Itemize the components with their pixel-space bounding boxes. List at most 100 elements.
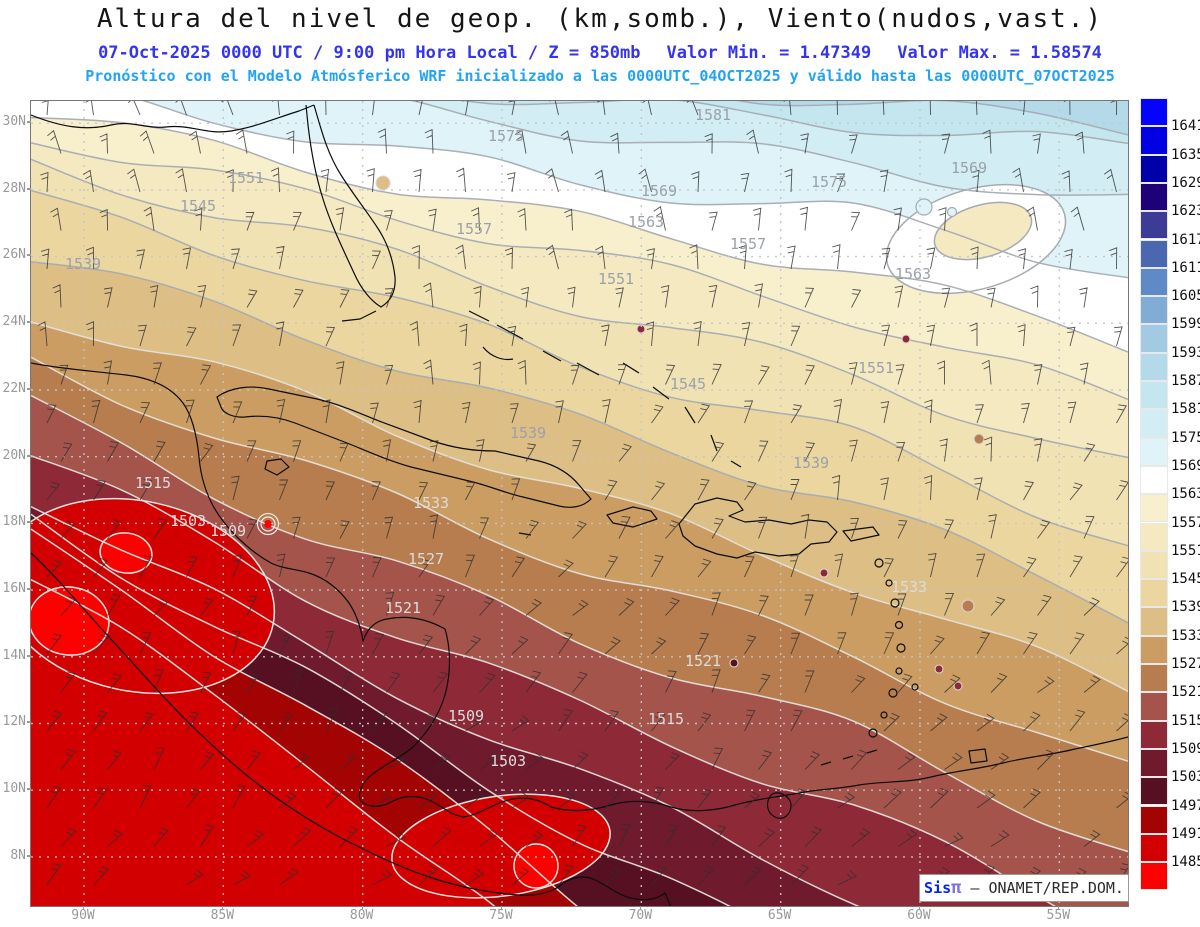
island-antilles: [894, 620, 904, 630]
contour-line-1491: [31, 578, 496, 906]
lon-tick: [361, 906, 363, 910]
colorbar-cell: [1140, 437, 1168, 466]
colorbar-cell: [1140, 239, 1168, 268]
colorbar-label: 1581: [1171, 401, 1200, 418]
lat-label-24N: 24N: [2, 314, 26, 330]
contour-line-1581: [462, 101, 1128, 145]
contour-line-1569: [142, 101, 1128, 279]
colorbar-cell: [1140, 154, 1168, 183]
coastline: [305, 104, 396, 308]
coastline: [341, 310, 377, 322]
colorbar-cell: [1140, 522, 1168, 551]
lon-tick: [222, 906, 224, 910]
colorbar-label: 1593: [1171, 344, 1200, 361]
colorbar-label: 1521: [1171, 684, 1200, 701]
island-antilles: [880, 711, 888, 719]
contour-label: 1509: [448, 707, 484, 725]
coastline: [468, 310, 490, 322]
lat-tick: [27, 387, 31, 390]
contour-label: 1515: [648, 710, 684, 728]
colorbar-label: 1509: [1171, 740, 1200, 757]
contour-line-1551: [31, 158, 1128, 459]
colorbar-cell: [1140, 324, 1168, 353]
lat-label-20N: 20N: [2, 447, 26, 463]
lon-tick: [640, 906, 642, 910]
contour-line-1515: [31, 455, 1056, 906]
map-svg: 1581 1575 1575 1569 1569 1563 1563 1557 1557 1551…: [31, 101, 1128, 906]
contour-label: 1539: [793, 454, 829, 472]
island-antilles: [896, 643, 906, 653]
colorbar-cell: [1140, 833, 1168, 863]
coastline: [31, 104, 315, 133]
contour-label: 1503: [490, 752, 526, 770]
coastline: [264, 458, 290, 476]
colorbar-cell: [1140, 550, 1168, 580]
colorbar-label: 1605: [1171, 288, 1200, 305]
chart-subtitle-datetime: 07-Oct-2025 0000 UTC / 9:00 pm Hora Loca…: [0, 43, 1200, 63]
colorbar-label: 1569: [1171, 457, 1200, 474]
colorbar-cell: [1140, 409, 1168, 438]
colorbar-label: 1515: [1171, 712, 1200, 729]
coastline: [842, 755, 854, 760]
colorbar-label: 1485: [1171, 854, 1200, 871]
contour-label: 1563: [895, 265, 931, 283]
contour-label: 1509: [210, 522, 246, 540]
contour-label: 1551: [598, 270, 634, 288]
colorbar-label: 1629: [1171, 174, 1200, 191]
coastline: [820, 761, 832, 766]
colorbar-label: 1587: [1171, 373, 1200, 389]
contour-label: 1557: [730, 235, 766, 253]
value-min-text: Valor Min. = 1.47349: [666, 43, 872, 63]
coastline: [542, 350, 562, 362]
local-feature: [953, 681, 963, 691]
local-feature: [819, 568, 829, 578]
coastline: [766, 792, 792, 819]
lat-tick: [27, 788, 31, 790]
lat-tick: [27, 254, 31, 257]
colorbar-label: 1623: [1171, 203, 1200, 220]
colorbar-label: 1557: [1171, 514, 1200, 531]
contour-label: 1545: [670, 375, 706, 393]
contour-label: 1539: [510, 424, 546, 442]
lat-label-30N: 30N: [2, 114, 26, 129]
colorbar-cell: [1140, 465, 1168, 495]
lat-tick: [27, 121, 31, 123]
chart-title: Altura del nivel de geop. (km,somb.), Vi…: [96, 4, 1104, 34]
colorbar-cell: [1140, 635, 1168, 664]
coastline: [968, 748, 988, 764]
lat-label-8N: 8N: [10, 847, 26, 863]
lat-label-10N: 10N: [2, 781, 26, 796]
lat-tick: [27, 721, 31, 724]
colorbar-cell: [1140, 777, 1168, 806]
coastline: [482, 346, 514, 361]
colorbar-cell: [1140, 579, 1168, 608]
watermark-pi-icon: π: [951, 878, 962, 898]
contour-line-1575: [410, 101, 1128, 196]
colorbar-cell: [1140, 381, 1168, 410]
colorbar-cell: [1140, 352, 1168, 381]
pocket-cream: [933, 201, 1033, 261]
contour-label: 1521: [385, 599, 421, 617]
island-antilles: [911, 683, 919, 691]
colorbar-cell: [1140, 267, 1168, 297]
contour-label: 1521: [685, 652, 721, 670]
colorbar-cell: [1140, 607, 1168, 636]
contour-label: 1581: [695, 106, 731, 124]
local-feature: [961, 599, 975, 613]
coastline: [678, 497, 838, 559]
wind-barbs: [37, 101, 1128, 886]
lon-label-80W: 80W: [349, 908, 374, 923]
colorbar-cell: [1140, 494, 1168, 523]
model-info-text: Pronóstico con el Modelo Atmósferico WRF…: [85, 67, 1115, 85]
colorbar-cell: [1140, 805, 1168, 834]
colorbar-cell: [1140, 182, 1168, 212]
lat-tick: [27, 521, 31, 524]
lat-label-18N: 18N: [2, 514, 26, 530]
colorbar-label: 1551: [1171, 542, 1200, 559]
lon-label-65W: 65W: [767, 908, 792, 923]
coastline: [842, 526, 880, 542]
contour-label: 1539: [65, 255, 101, 273]
